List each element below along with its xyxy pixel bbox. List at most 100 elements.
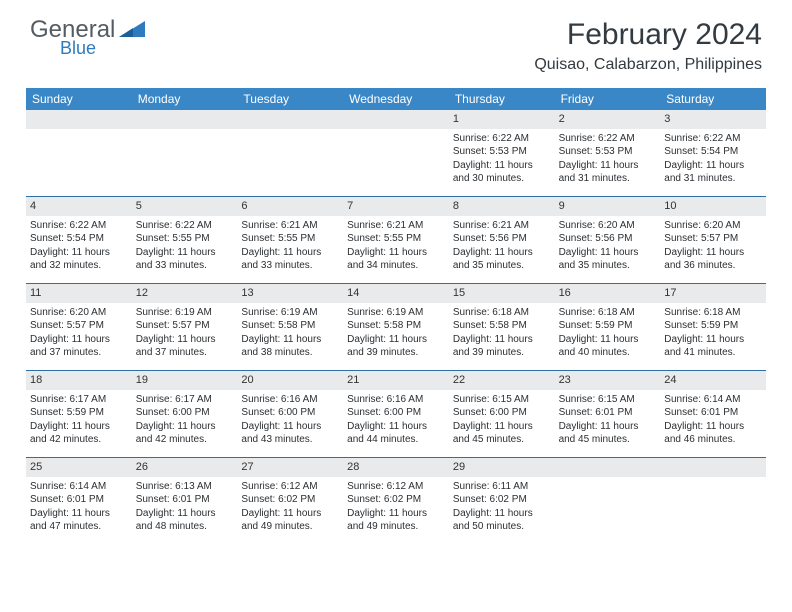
sunrise-text: Sunrise: 6:17 AM: [136, 393, 234, 407]
location-text: Quisao, Calabarzon, Philippines: [534, 56, 762, 74]
daylight-text: Daylight: 11 hours and 41 minutes.: [664, 333, 762, 360]
day-number: 21: [343, 371, 449, 390]
calendar-cell: 4Sunrise: 6:22 AMSunset: 5:54 PMDaylight…: [26, 197, 132, 283]
day-number: 9: [555, 197, 661, 216]
day-number: 24: [660, 371, 766, 390]
daylight-text: Daylight: 11 hours and 46 minutes.: [664, 420, 762, 447]
sunrise-text: Sunrise: 6:19 AM: [347, 306, 445, 320]
sunrise-text: Sunrise: 6:18 AM: [559, 306, 657, 320]
day-number: 15: [449, 284, 555, 303]
sunset-text: Sunset: 5:57 PM: [30, 319, 128, 333]
day-number: 13: [237, 284, 343, 303]
calendar-cell: 26Sunrise: 6:13 AMSunset: 6:01 PMDayligh…: [132, 458, 238, 544]
sunrise-text: Sunrise: 6:22 AM: [664, 132, 762, 146]
sunrise-text: Sunrise: 6:16 AM: [347, 393, 445, 407]
daylight-text: Daylight: 11 hours and 50 minutes.: [453, 507, 551, 534]
daylight-text: Daylight: 11 hours and 44 minutes.: [347, 420, 445, 447]
calendar-cell: 11 Sunrise: 6:20 AMSunset: 5:57 PMDayligh…: [26, 284, 132, 370]
daylight-text: Daylight: 11 hours and 35 minutes.: [559, 246, 657, 273]
sunset-text: Sunset: 5:57 PM: [664, 232, 762, 246]
sunset-text: Sunset: 5:58 PM: [241, 319, 339, 333]
daylight-text: Daylight: 11 hours and 36 minutes.: [664, 246, 762, 273]
calendar-cell: 19Sunrise: 6:17 AMSunset: 6:00 PMDayligh…: [132, 371, 238, 457]
calendar-cell: 2Sunrise: 6:22 AMSunset: 5:53 PMDaylight…: [555, 110, 661, 196]
sunrise-text: Sunrise: 6:18 AM: [453, 306, 551, 320]
daylight-text: Daylight: 11 hours and 39 minutes.: [347, 333, 445, 360]
day-header: Thursday: [449, 88, 555, 110]
calendar-cell: [660, 458, 766, 544]
sunrise-text: Sunrise: 6:19 AM: [136, 306, 234, 320]
sunrise-text: Sunrise: 6:17 AM: [30, 393, 128, 407]
daylight-text: Daylight: 11 hours and 33 minutes.: [241, 246, 339, 273]
calendar-cell: 29Sunrise: 6:11 AMSunset: 6:02 PMDayligh…: [449, 458, 555, 544]
calendar-cell: 17Sunrise: 6:18 AMSunset: 5:59 PMDayligh…: [660, 284, 766, 370]
sunset-text: Sunset: 6:00 PM: [453, 406, 551, 420]
daylight-text: Daylight: 11 hours and 31 minutes.: [559, 159, 657, 186]
calendar-cell: 22Sunrise: 6:15 AMSunset: 6:00 PMDayligh…: [449, 371, 555, 457]
sunset-text: Sunset: 6:01 PM: [136, 493, 234, 507]
daylight-text: Daylight: 11 hours and 37 minutes.: [30, 333, 128, 360]
day-number: [132, 110, 238, 129]
day-number: 11: [26, 284, 132, 303]
day-number: 12: [132, 284, 238, 303]
day-number: 16: [555, 284, 661, 303]
sunset-text: Sunset: 5:53 PM: [559, 145, 657, 159]
day-number: [555, 458, 661, 477]
daylight-text: Daylight: 11 hours and 49 minutes.: [241, 507, 339, 534]
sunrise-text: Sunrise: 6:22 AM: [136, 219, 234, 233]
calendar-cell: [555, 458, 661, 544]
sunrise-text: Sunrise: 6:11 AM: [453, 480, 551, 494]
day-header: Tuesday: [237, 88, 343, 110]
sunset-text: Sunset: 5:55 PM: [241, 232, 339, 246]
sunrise-text: Sunrise: 6:22 AM: [453, 132, 551, 146]
page-header: General Blue February 2024 Quisao, Calab…: [0, 0, 792, 80]
day-header: Sunday: [26, 88, 132, 110]
calendar-cell: 25Sunrise: 6:14 AMSunset: 6:01 PMDayligh…: [26, 458, 132, 544]
sunrise-text: Sunrise: 6:19 AM: [241, 306, 339, 320]
sunset-text: Sunset: 5:58 PM: [453, 319, 551, 333]
sunset-text: Sunset: 6:02 PM: [241, 493, 339, 507]
calendar-header-row: SundayMondayTuesdayWednesdayThursdayFrid…: [26, 88, 766, 110]
sunrise-text: Sunrise: 6:20 AM: [30, 306, 128, 320]
day-header: Friday: [555, 88, 661, 110]
sunrise-text: Sunrise: 6:21 AM: [453, 219, 551, 233]
day-number: [237, 110, 343, 129]
month-title: February 2024: [534, 18, 762, 52]
calendar-cell: [343, 110, 449, 196]
sunrise-text: Sunrise: 6:21 AM: [347, 219, 445, 233]
sunset-text: Sunset: 5:55 PM: [136, 232, 234, 246]
daylight-text: Daylight: 11 hours and 40 minutes.: [559, 333, 657, 360]
daylight-text: Daylight: 11 hours and 38 minutes.: [241, 333, 339, 360]
day-header: Wednesday: [343, 88, 449, 110]
day-number: 2: [555, 110, 661, 129]
calendar-cell: 3Sunrise: 6:22 AMSunset: 5:54 PMDaylight…: [660, 110, 766, 196]
daylight-text: Daylight: 11 hours and 33 minutes.: [136, 246, 234, 273]
calendar-cell: 6Sunrise: 6:21 AMSunset: 5:55 PMDaylight…: [237, 197, 343, 283]
calendar-cell: 10Sunrise: 6:20 AMSunset: 5:57 PMDayligh…: [660, 197, 766, 283]
sunset-text: Sunset: 5:53 PM: [453, 145, 551, 159]
day-number: 14: [343, 284, 449, 303]
sunset-text: Sunset: 5:59 PM: [559, 319, 657, 333]
daylight-text: Daylight: 11 hours and 48 minutes.: [136, 507, 234, 534]
sunrise-text: Sunrise: 6:14 AM: [30, 480, 128, 494]
day-number: 3: [660, 110, 766, 129]
sunset-text: Sunset: 5:56 PM: [559, 232, 657, 246]
sunrise-text: Sunrise: 6:22 AM: [30, 219, 128, 233]
sunrise-text: Sunrise: 6:18 AM: [664, 306, 762, 320]
daylight-text: Daylight: 11 hours and 43 minutes.: [241, 420, 339, 447]
calendar-cell: 16 Sunrise: 6:18 AMSunset: 5:59 PMDayligh…: [555, 284, 661, 370]
day-number: [660, 458, 766, 477]
calendar-cell: 24Sunrise: 6:14 AMSunset: 6:01 PMDayligh…: [660, 371, 766, 457]
sunset-text: Sunset: 5:56 PM: [453, 232, 551, 246]
day-header: Monday: [132, 88, 238, 110]
sunrise-text: Sunrise: 6:21 AM: [241, 219, 339, 233]
calendar-cell: 12Sunrise: 6:19 AMSunset: 5:57 PMDayligh…: [132, 284, 238, 370]
sunset-text: Sunset: 6:01 PM: [664, 406, 762, 420]
day-number: 4: [26, 197, 132, 216]
sunrise-text: Sunrise: 6:20 AM: [559, 219, 657, 233]
calendar-cell: 8Sunrise: 6:21 AMSunset: 5:56 PMDaylight…: [449, 197, 555, 283]
calendar-cell: [132, 110, 238, 196]
sunset-text: Sunset: 5:59 PM: [30, 406, 128, 420]
daylight-text: Daylight: 11 hours and 31 minutes.: [664, 159, 762, 186]
sunset-text: Sunset: 6:02 PM: [347, 493, 445, 507]
